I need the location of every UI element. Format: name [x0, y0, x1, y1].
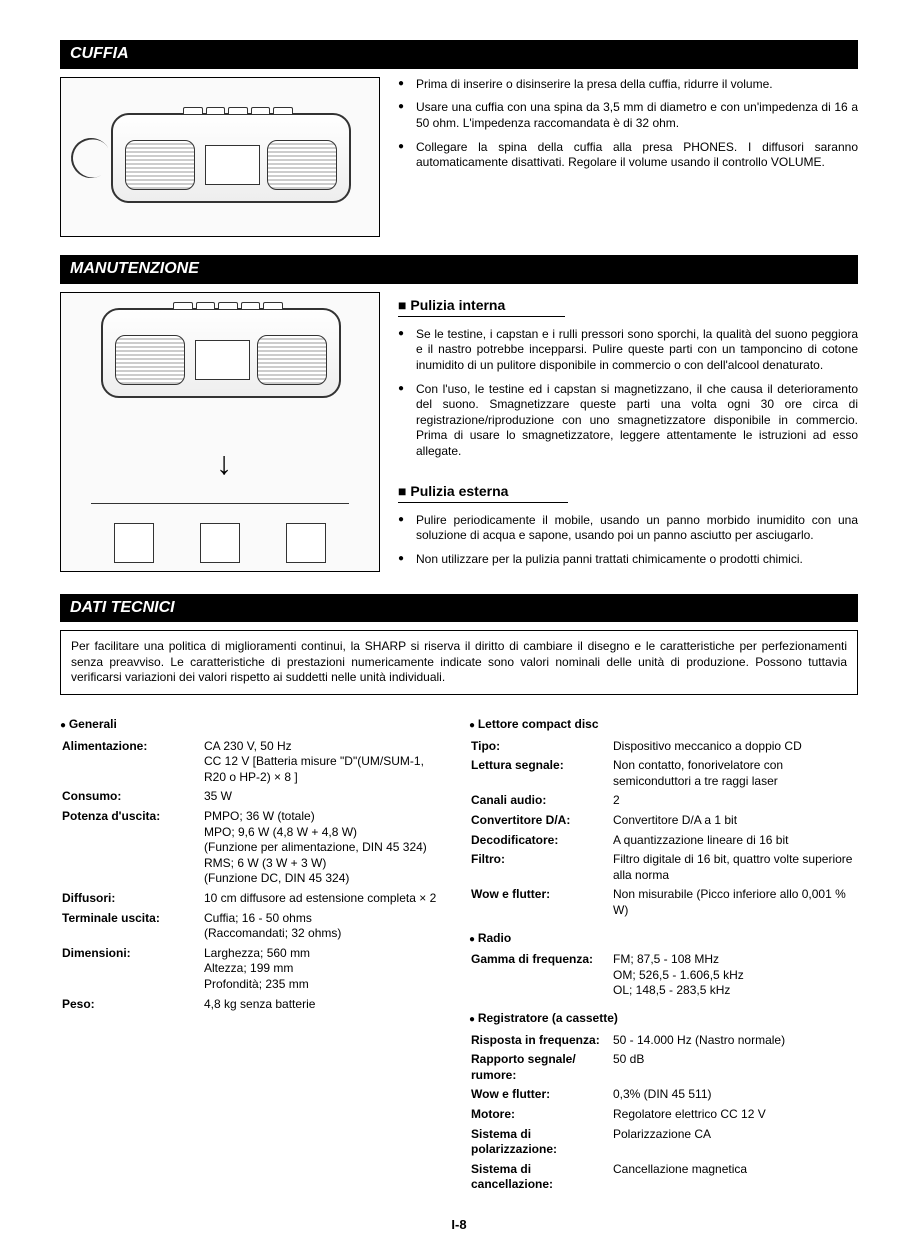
- spec-col-right: Lettore compact disc Tipo:Dispositivo me…: [469, 709, 858, 1197]
- table-row: Risposta in frequenza:50 - 14.000 Hz (Na…: [471, 1033, 856, 1051]
- table-row: Sistema dipolarizzazione:Polarizzazione …: [471, 1127, 856, 1160]
- cat-cd: Lettore compact disc: [469, 717, 858, 733]
- interna-bullets: Se le testine, i capstan e i rulli press…: [398, 327, 858, 460]
- table-row: Alimentazione:CA 230 V, 50 HzCC 12 V [Ba…: [62, 739, 447, 788]
- bullet-item: Se le testine, i capstan e i rulli press…: [398, 327, 858, 374]
- spec-col-left: Generali Alimentazione:CA 230 V, 50 HzCC…: [60, 709, 449, 1197]
- manutenzione-title: MANUTENZIONE: [60, 255, 858, 284]
- table-row: Dimensioni:Larghezza; 560 mmAltezza; 199…: [62, 946, 447, 995]
- manutenzione-text: Pulizia interna Se le testine, i capstan…: [398, 292, 858, 576]
- arrow-down-icon: ↓: [216, 443, 232, 485]
- table-row: Motore:Regolatore elettrico CC 12 V: [471, 1107, 856, 1125]
- table-row: Potenza d'uscita:PMPO; 36 W (totale)MPO;…: [62, 809, 447, 889]
- dati-notice: Per facilitare una politica di miglioram…: [60, 630, 858, 695]
- bullet-item: Usare una cuffia con una spina da 3,5 mm…: [398, 100, 858, 131]
- cuffia-body: Prima di inserire o disinserire la presa…: [60, 77, 858, 237]
- section-cuffia: CUFFIA Prima di inserire o disinserire l…: [60, 40, 858, 237]
- pulizia-esterna-title: Pulizia esterna: [398, 482, 568, 503]
- table-cassette: Risposta in frequenza:50 - 14.000 Hz (Na…: [469, 1031, 858, 1197]
- bullet-item: Pulire periodicamente il mobile, usando …: [398, 513, 858, 544]
- cuffia-illustration: [60, 77, 380, 237]
- table-cd: Tipo:Dispositivo meccanico a doppio CD L…: [469, 737, 858, 923]
- table-row: Gamma di frequenza:FM; 87,5 - 108 MHzOM;…: [471, 952, 856, 1001]
- table-radio: Gamma di frequenza:FM; 87,5 - 108 MHzOM;…: [469, 950, 858, 1003]
- table-row: Terminale uscita:Cuffia; 16 - 50 ohms(Ra…: [62, 911, 447, 944]
- table-row: Wow e flutter:Non misurabile (Picco infe…: [471, 887, 856, 920]
- spec-columns: Generali Alimentazione:CA 230 V, 50 HzCC…: [60, 709, 858, 1197]
- bullet-item: Prima di inserire o disinserire la presa…: [398, 77, 858, 93]
- cuffia-bullets: Prima di inserire o disinserire la presa…: [398, 77, 858, 237]
- cat-radio: Radio: [469, 931, 858, 947]
- pulizia-interna-title: Pulizia interna: [398, 296, 565, 317]
- table-generali: Alimentazione:CA 230 V, 50 HzCC 12 V [Ba…: [60, 737, 449, 1017]
- table-row: Tipo:Dispositivo meccanico a doppio CD: [471, 739, 856, 757]
- esterna-bullets: Pulire periodicamente il mobile, usando …: [398, 513, 858, 568]
- table-row: Wow e flutter:0,3% (DIN 45 511): [471, 1087, 856, 1105]
- cuffia-title: CUFFIA: [60, 40, 858, 69]
- cat-cassette: Registratore (a cassette): [469, 1011, 858, 1027]
- section-manutenzione: MANUTENZIONE ↓ Pulizia interna Se le tes…: [60, 255, 858, 576]
- table-row: Peso:4,8 kg senza batterie: [62, 997, 447, 1015]
- table-row: Rapporto segnale/rumore:50 dB: [471, 1052, 856, 1085]
- table-row: Convertitore D/A:Convertitore D/A a 1 bi…: [471, 813, 856, 831]
- bullet-item: Non utilizzare per la pulizia panni trat…: [398, 552, 858, 568]
- table-row: Sistema dicancellazione:Cancellazione ma…: [471, 1162, 856, 1195]
- table-row: Decodificatore:A quantizzazione lineare …: [471, 833, 856, 851]
- page-number: I-8: [60, 1217, 858, 1234]
- manutenzione-body: ↓ Pulizia interna Se le testine, i capst…: [60, 292, 858, 576]
- table-row: Consumo:35 W: [62, 789, 447, 807]
- bullet-item: Con l'uso, le testine ed i capstan si ma…: [398, 382, 858, 460]
- dati-title: DATI TECNICI: [60, 594, 858, 623]
- cat-generali: Generali: [60, 717, 449, 733]
- table-row: Canali audio:2: [471, 793, 856, 811]
- table-row: Filtro:Filtro digitale di 16 bit, quattr…: [471, 852, 856, 885]
- section-dati: DATI TECNICI Per facilitare una politica…: [60, 594, 858, 1197]
- manutenzione-illustration: ↓: [60, 292, 380, 572]
- bullet-item: Collegare la spina della cuffia alla pre…: [398, 140, 858, 171]
- table-row: Lettura segnale:Non contatto, fonorivela…: [471, 758, 856, 791]
- table-row: Diffusori:10 cm diffusore ad estensione …: [62, 891, 447, 909]
